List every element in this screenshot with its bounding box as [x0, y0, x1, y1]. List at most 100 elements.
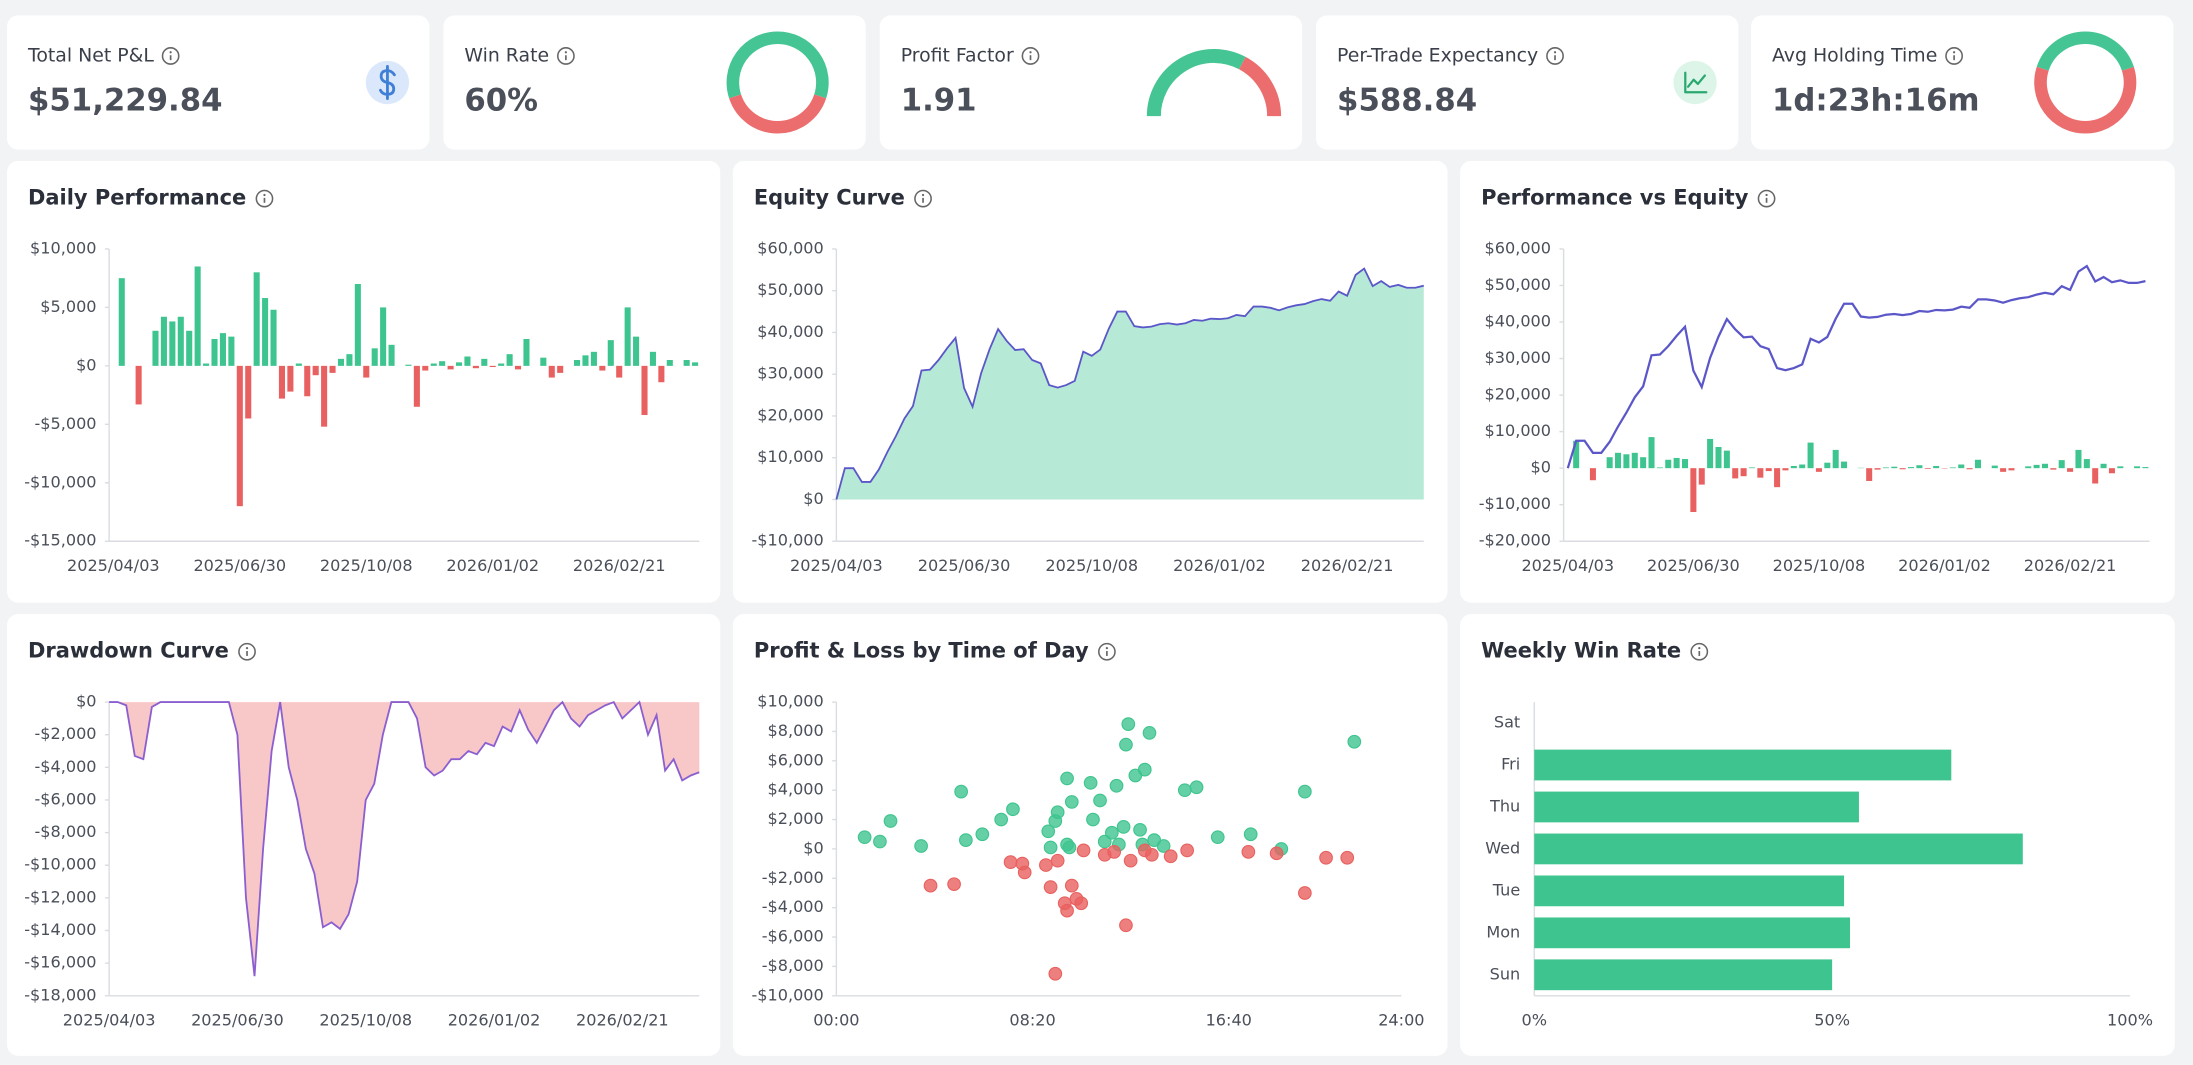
bar [1974, 459, 1982, 469]
y-tick-label: $2,000 [768, 809, 824, 828]
bar [245, 365, 252, 419]
bar [177, 316, 184, 366]
info-icon [1105, 646, 1109, 650]
x-tick-label: 2025/06/30 [918, 556, 1011, 575]
scatter-point [1043, 840, 1058, 855]
bar [118, 278, 125, 366]
bar [1589, 468, 1596, 481]
bar [540, 357, 547, 366]
chart-title: Performance vs Equity [1481, 186, 1749, 210]
bar [295, 363, 302, 366]
x-tick-label: 00:00 [813, 1010, 859, 1029]
x-tick-label: 2026/02/21 [576, 1010, 669, 1029]
x-tick-label: 0% [1521, 1010, 1547, 1029]
scatter-point [1319, 850, 1333, 865]
bar [2100, 463, 2107, 469]
bar [1774, 468, 1781, 488]
bar [1790, 465, 1797, 469]
scatter-point [1241, 845, 1256, 859]
bar [2058, 460, 2065, 469]
line [1566, 264, 2146, 469]
bar [304, 365, 311, 397]
y-tick-label: -$4,000 [762, 897, 824, 916]
info-icon [1690, 642, 1709, 661]
y-tick-label: -$10,000 [1479, 494, 1551, 513]
scatter-point [1116, 820, 1131, 834]
bar [616, 365, 623, 378]
bar [649, 351, 656, 366]
info-icon [921, 193, 925, 197]
ring-loss [729, 94, 827, 134]
info-icon [238, 642, 256, 661]
bar [1866, 468, 1873, 481]
scatter-point [1076, 843, 1091, 858]
x-tick-label: 2025/10/08 [319, 1010, 412, 1029]
bar [329, 365, 336, 373]
x-tick-label: 2025/06/30 [191, 1010, 284, 1029]
bar [1824, 462, 1831, 469]
y-tick-label: -$10,000 [24, 472, 96, 491]
scatter-point [1156, 839, 1171, 853]
bar [1815, 468, 1822, 472]
bar [1748, 467, 1755, 469]
chart-title: Drawdown Curve [28, 639, 229, 663]
info-icon [245, 646, 249, 650]
scatter-point [1269, 846, 1284, 861]
bar [262, 298, 269, 366]
y-tick-label: -$6,000 [762, 927, 824, 946]
bar [1631, 452, 1638, 469]
y-tick-label: -$18,000 [24, 985, 96, 1004]
info-icon [914, 189, 932, 208]
bar [371, 348, 378, 366]
bar [236, 365, 243, 507]
bar [321, 365, 328, 427]
y-tick-label: -$2,000 [762, 868, 824, 887]
scatter-point [1347, 734, 1362, 749]
bar [548, 365, 555, 378]
chart-title: Equity Curve [754, 186, 905, 210]
y-tick-label: -$8,000 [34, 822, 96, 841]
bar [1908, 467, 1915, 469]
bar [152, 330, 159, 366]
scatter-point [1097, 834, 1112, 849]
scatter-point [1177, 783, 1192, 798]
scatter-point [1064, 795, 1079, 809]
bar [135, 365, 142, 405]
y-tick-label: $4,000 [768, 780, 824, 799]
bar [2092, 468, 2099, 484]
info-icon [564, 51, 568, 54]
bar [1841, 461, 1848, 469]
bar [203, 363, 210, 366]
scatter-point [873, 834, 887, 849]
scatter-point [975, 827, 990, 842]
kpi-value: $588.84 [1337, 83, 1477, 119]
y-tick-label: -$2,000 [34, 724, 96, 743]
y-tick-label: Wed [1485, 838, 1520, 857]
bar [1681, 459, 1689, 469]
bar [2108, 468, 2115, 474]
scatter-point [1180, 843, 1195, 858]
bar [169, 321, 176, 366]
y-tick-label: -$10,000 [751, 531, 823, 550]
scatter-point [1142, 726, 1157, 740]
kpi-card [7, 15, 430, 150]
scatter-point [1340, 850, 1355, 865]
bar [2008, 468, 2015, 471]
bar [464, 356, 471, 366]
scatter-point [1062, 840, 1077, 855]
x-tick-label: 2025/04/03 [63, 1010, 156, 1029]
bar [1723, 450, 1730, 469]
bar [1707, 438, 1714, 469]
scatter-point [1006, 802, 1020, 817]
info-icon [1698, 646, 1701, 650]
bar [1534, 917, 1851, 949]
bar [1958, 464, 1965, 469]
scatter-point [1298, 784, 1312, 799]
y-tick-label: $60,000 [1485, 238, 1552, 257]
area-fill [836, 268, 1424, 500]
bar [363, 365, 370, 378]
scatter-point [1109, 778, 1124, 793]
info-icon [1029, 51, 1032, 54]
bar [388, 344, 395, 366]
scatter-point [947, 877, 961, 892]
